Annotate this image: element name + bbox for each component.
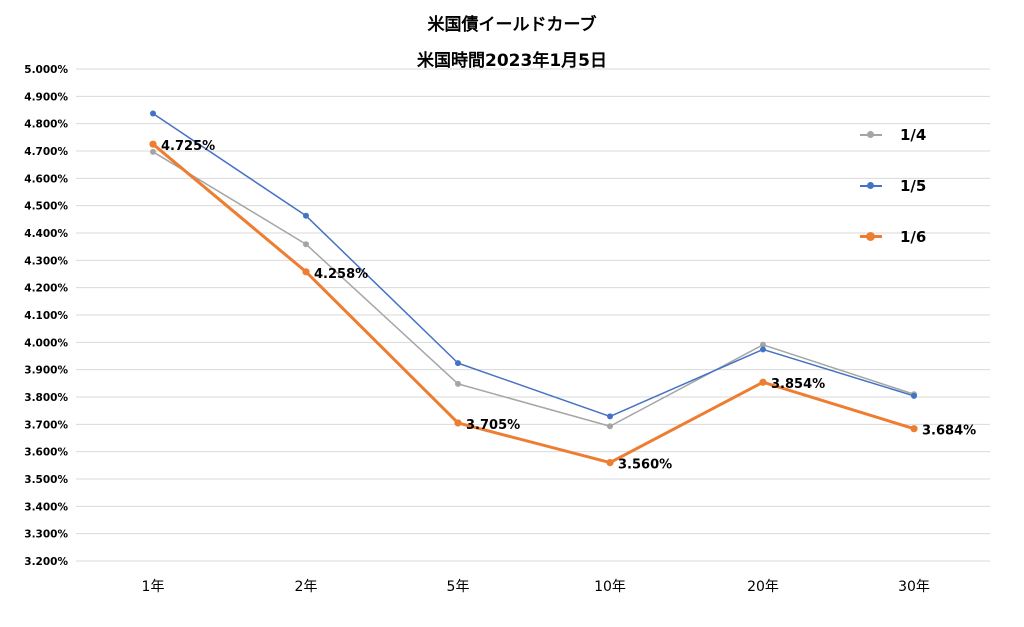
y-tick-label: 3.600%	[24, 447, 68, 459]
data-label: 3.684%	[922, 424, 976, 439]
x-tick-label: 2年	[295, 579, 318, 595]
y-tick-label: 4.700%	[24, 146, 68, 158]
y-tick-label: 3.400%	[24, 501, 68, 513]
data-label: 4.258%	[314, 267, 368, 282]
y-tick-label: 4.800%	[24, 119, 68, 131]
y-tick-label: 4.000%	[24, 337, 68, 349]
legend-item-1-6: 1/6	[860, 227, 926, 247]
data-point	[150, 110, 156, 117]
x-tick-label: 20年	[747, 579, 779, 595]
data-label: 4.725%	[161, 139, 215, 154]
data-point	[760, 341, 766, 348]
data-label: 3.705%	[466, 418, 520, 433]
data-point	[607, 413, 613, 420]
legend-label-1-6: 1/6	[900, 228, 927, 246]
y-tick-label: 3.800%	[24, 392, 68, 404]
series-line	[152, 143, 915, 465]
legend-swatch-1-5	[860, 176, 882, 196]
legend-item-1-4: 1/4	[860, 125, 926, 145]
y-tick-label: 3.300%	[24, 529, 68, 541]
legend-swatch-1-6	[860, 227, 882, 247]
data-point	[455, 360, 461, 367]
y-tick-label: 4.300%	[24, 255, 68, 267]
data-point	[607, 423, 613, 430]
y-tick-label: 5.000%	[24, 64, 68, 76]
data-label: 3.560%	[618, 458, 672, 473]
data-point	[302, 268, 310, 276]
legend-swatch-1-4	[860, 125, 882, 145]
data-point	[454, 419, 462, 427]
y-tick-label: 4.100%	[24, 310, 68, 322]
data-point	[606, 459, 614, 467]
chart-title: 米国債イールドカーブ	[427, 15, 597, 35]
series-line	[152, 151, 915, 427]
y-tick-label: 4.200%	[24, 283, 68, 295]
data-point	[149, 140, 157, 148]
data-point	[760, 346, 766, 353]
series-line	[152, 112, 915, 418]
legend-label-1-4: 1/4	[900, 126, 927, 144]
y-tick-label: 4.400%	[24, 228, 68, 240]
data-point	[303, 212, 309, 219]
data-label: 3.854%	[771, 377, 825, 392]
data-point	[911, 392, 917, 399]
data-point	[303, 241, 309, 248]
data-point	[150, 148, 156, 155]
y-tick-label: 4.500%	[24, 201, 68, 213]
data-point	[759, 378, 767, 386]
y-tick-label: 4.600%	[24, 173, 68, 185]
x-tick-label: 30年	[898, 579, 930, 595]
x-tick-label: 1年	[142, 579, 165, 595]
x-tick-label: 5年	[447, 579, 470, 595]
chart-subtitle: 米国時間2023年1月5日	[417, 51, 607, 71]
data-point	[455, 380, 461, 387]
y-tick-label: 4.900%	[24, 91, 68, 103]
y-tick-label: 3.500%	[24, 474, 68, 486]
data-point	[910, 425, 918, 433]
y-tick-label: 3.700%	[24, 419, 68, 431]
y-tick-label: 3.200%	[24, 556, 68, 568]
legend-label-1-5: 1/5	[900, 177, 927, 195]
legend-item-1-5: 1/5	[860, 176, 926, 196]
y-tick-label: 3.900%	[24, 365, 68, 377]
x-tick-label: 10年	[594, 579, 626, 595]
